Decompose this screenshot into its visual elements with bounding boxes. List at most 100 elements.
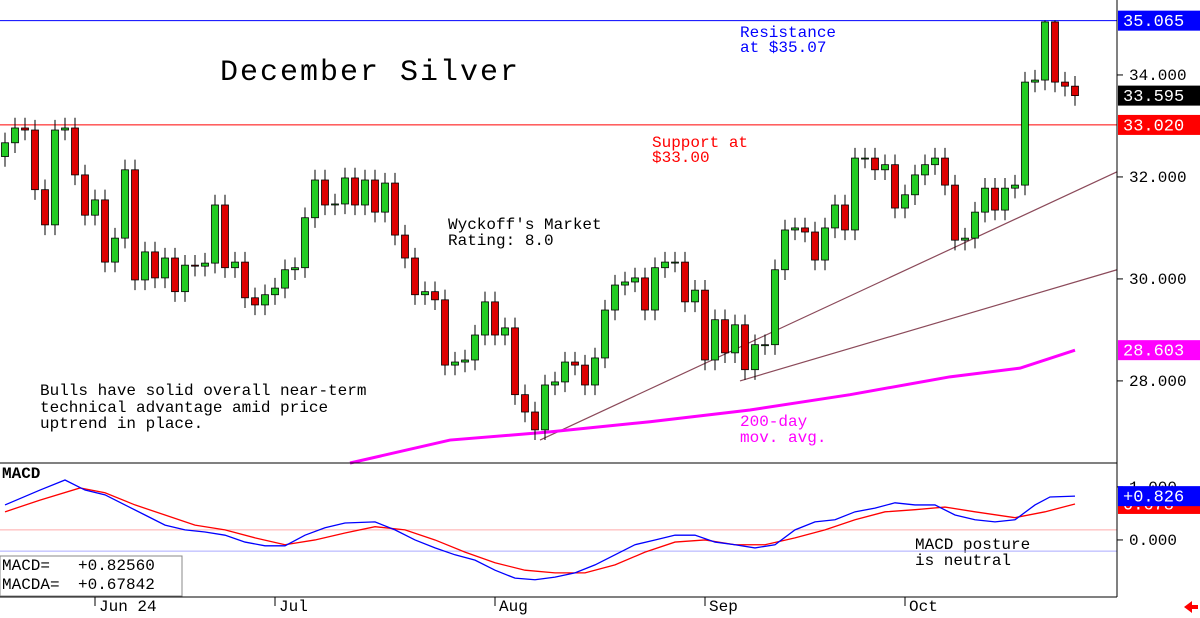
candle-body — [331, 203, 339, 206]
readout-name: MACDA= — [2, 576, 60, 594]
candle-body — [941, 157, 949, 186]
candle-body — [821, 227, 829, 261]
candle-body — [1041, 21, 1049, 81]
candle-body — [921, 164, 929, 176]
candle-body — [811, 231, 819, 261]
candle-body — [31, 129, 39, 191]
candle-body — [831, 204, 839, 229]
candle-body — [381, 182, 389, 213]
candle-body — [141, 251, 149, 281]
candle-body — [671, 261, 679, 264]
candle-body — [151, 251, 159, 279]
annotation: technical advantage amid price — [40, 399, 328, 417]
candle-body — [741, 324, 749, 371]
candle-body — [731, 324, 739, 354]
annotation: Rating: 8.0 — [448, 232, 554, 250]
candle-body — [51, 129, 59, 226]
candle-body — [291, 267, 299, 271]
candle-body — [591, 357, 599, 386]
candle-body — [361, 179, 369, 206]
y-tick-label: 30.000 — [1129, 271, 1187, 289]
candle-body — [491, 301, 499, 336]
candle-body — [231, 261, 239, 269]
candle-body — [501, 327, 509, 336]
candle-body — [461, 359, 469, 363]
candle-body — [961, 237, 969, 241]
candle-body — [101, 199, 109, 263]
candle-body — [261, 294, 269, 306]
trend-line — [739, 269, 1118, 382]
x-tick-label: Aug — [499, 598, 528, 616]
candle-body — [891, 164, 899, 209]
annotation: Wyckoff's Market — [448, 216, 602, 234]
candle-body — [321, 179, 329, 206]
candle-body — [1071, 85, 1079, 97]
candle-body — [91, 199, 99, 216]
level-label-box — [1118, 10, 1200, 31]
x-tick-label: Sep — [709, 598, 738, 616]
y-tick-label: 32.000 — [1129, 169, 1187, 187]
annotation: Support at — [652, 134, 748, 152]
candle-body — [271, 287, 279, 296]
candle-body — [61, 127, 69, 131]
arrow-icon — [1184, 601, 1198, 613]
candle-body — [351, 177, 359, 206]
candle-body — [571, 361, 579, 366]
candle-body — [581, 364, 589, 386]
last-price-label-box — [1118, 85, 1200, 106]
candle-body — [631, 277, 639, 283]
candle-body — [171, 257, 179, 293]
candle-body — [21, 127, 29, 131]
candle-body — [681, 261, 689, 303]
candle-body — [221, 204, 229, 269]
candle-body — [511, 327, 519, 396]
candle-body — [601, 309, 609, 359]
annotation: Bulls have solid overall near-term — [40, 382, 366, 400]
candle-body — [931, 157, 939, 166]
candle-body — [1051, 21, 1059, 83]
candle-body — [131, 169, 139, 281]
level-label: 33.020 — [1123, 117, 1184, 136]
candle-body — [451, 361, 459, 366]
annotation: uptrend in place. — [40, 415, 203, 433]
last-value-label-box — [1118, 486, 1200, 507]
readout-value: +0.67842 — [78, 576, 155, 594]
candle-body — [1031, 79, 1039, 83]
candle-body — [481, 301, 489, 336]
trend-line — [539, 171, 1118, 441]
candle-body — [251, 297, 259, 306]
candle-body — [121, 169, 129, 239]
candle-body — [281, 269, 289, 289]
candle-body — [531, 411, 539, 431]
panel-title: MACD — [2, 465, 40, 483]
readout-name: MACD= — [2, 557, 50, 575]
candle-body — [641, 277, 649, 311]
candle-body — [81, 174, 89, 216]
candle-body — [711, 319, 719, 361]
x-tick-label: Jun 24 — [99, 598, 157, 616]
candle-body — [971, 211, 979, 239]
readout-box — [0, 555, 183, 597]
candle-body — [691, 289, 699, 303]
candle-body — [1011, 184, 1019, 189]
x-tick-label: Oct — [909, 598, 938, 616]
candle-body — [761, 344, 769, 347]
annotation: mov. avg. — [740, 429, 826, 447]
candle-body — [611, 284, 619, 311]
chart-title: December Silver — [220, 56, 520, 90]
annotation: MACD posture — [915, 536, 1030, 554]
candle-body — [421, 291, 429, 296]
candle-body — [411, 257, 419, 296]
candle-body — [201, 262, 209, 267]
candle-body — [441, 299, 449, 366]
y-tick-label: 34.000 — [1129, 67, 1187, 85]
candle-body — [841, 204, 849, 231]
candle-body — [41, 189, 49, 226]
candle-body — [991, 187, 999, 211]
candle-body — [871, 157, 879, 171]
macd-line — [4, 479, 1076, 581]
last-value-label: +0.826 — [1123, 489, 1184, 508]
readout-value: +0.82560 — [78, 557, 155, 575]
candle-body — [301, 217, 309, 269]
